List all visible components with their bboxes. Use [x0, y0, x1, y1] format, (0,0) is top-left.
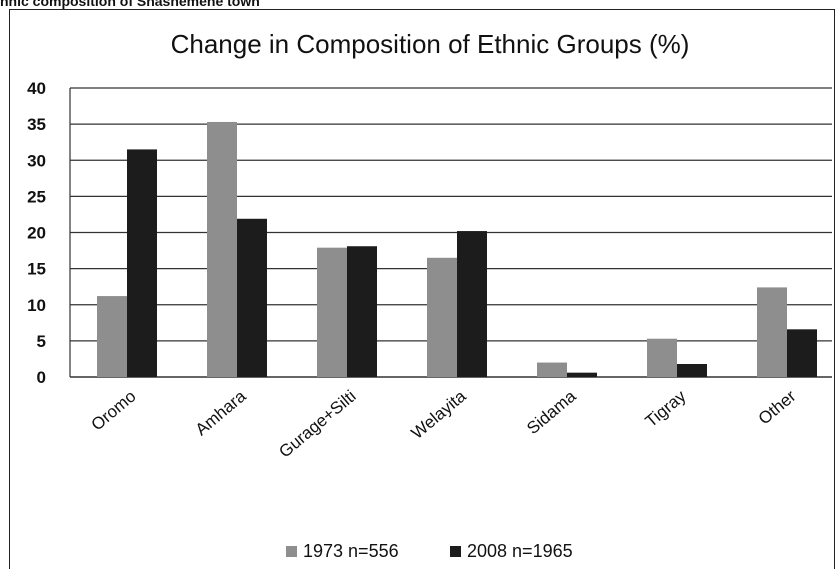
bar-tigray-1973-n-556 [647, 338, 677, 377]
x-tick-label-oromo: Oromo [88, 387, 140, 435]
x-tick-label-tigray: Tigray [642, 386, 690, 431]
y-tick-label-35: 35 [27, 115, 46, 134]
chart-frame [9, 9, 835, 569]
chart-title: Change in Composition of Ethnic Groups (… [171, 29, 690, 59]
legend-label-1973-n-556: 1973 n=556 [303, 541, 399, 561]
legend-swatch-1973-n-556 [286, 546, 297, 557]
x-tick-label-sidama: Sidama [523, 386, 580, 438]
bar-welayita-1973-n-556 [427, 257, 457, 377]
bar-other-2008-n-1965 [787, 329, 817, 377]
y-tick-label-0: 0 [37, 368, 46, 387]
x-axis-ticks: Oromo Amhara Gurage+Silti Welayita Sidama Tig… [88, 386, 800, 461]
x-tick-label-other: Other [755, 386, 800, 428]
cropped-figure-heading: hnic composition of Shashemene town [0, 0, 260, 9]
y-tick-label-20: 20 [27, 224, 46, 243]
bar-tigray-2008-n-1965 [677, 363, 707, 377]
legend: 1973 n=556 2008 n=1965 [286, 541, 573, 561]
bars [97, 121, 817, 378]
bar-oromo-2008-n-1965 [127, 149, 157, 377]
y-axis-ticks: 0 5 10 15 20 25 30 35 40 [27, 79, 46, 387]
x-tick-label-amhara: Amhara [192, 386, 250, 439]
y-tick-label-5: 5 [37, 332, 46, 351]
legend-label-2008-n-1965: 2008 n=1965 [467, 541, 573, 561]
bar-oromo-1973-n-556 [97, 296, 127, 377]
y-tick-label-40: 40 [27, 79, 46, 98]
bar-amhara-2008-n-1965 [237, 218, 267, 377]
bar-gurage-silti-2008-n-1965 [347, 246, 377, 377]
bar-other-1973-n-556 [757, 287, 787, 377]
bar-sidama-1973-n-556 [537, 362, 567, 377]
y-tick-label-10: 10 [27, 296, 46, 315]
x-tick-label-gurage-silti: Gurage+Silti [275, 387, 359, 462]
bar-welayita-2008-n-1965 [457, 231, 487, 377]
x-tick-label-welayita: Welayita [408, 386, 470, 443]
bar-sidama-2008-n-1965 [567, 372, 597, 377]
y-tick-label-30: 30 [27, 151, 46, 170]
y-tick-label-15: 15 [27, 260, 46, 279]
legend-swatch-2008-n-1965 [450, 546, 461, 557]
bar-amhara-1973-n-556 [207, 121, 237, 378]
y-tick-label-25: 25 [27, 187, 46, 206]
bar-gurage-silti-1973-n-556 [317, 247, 347, 377]
